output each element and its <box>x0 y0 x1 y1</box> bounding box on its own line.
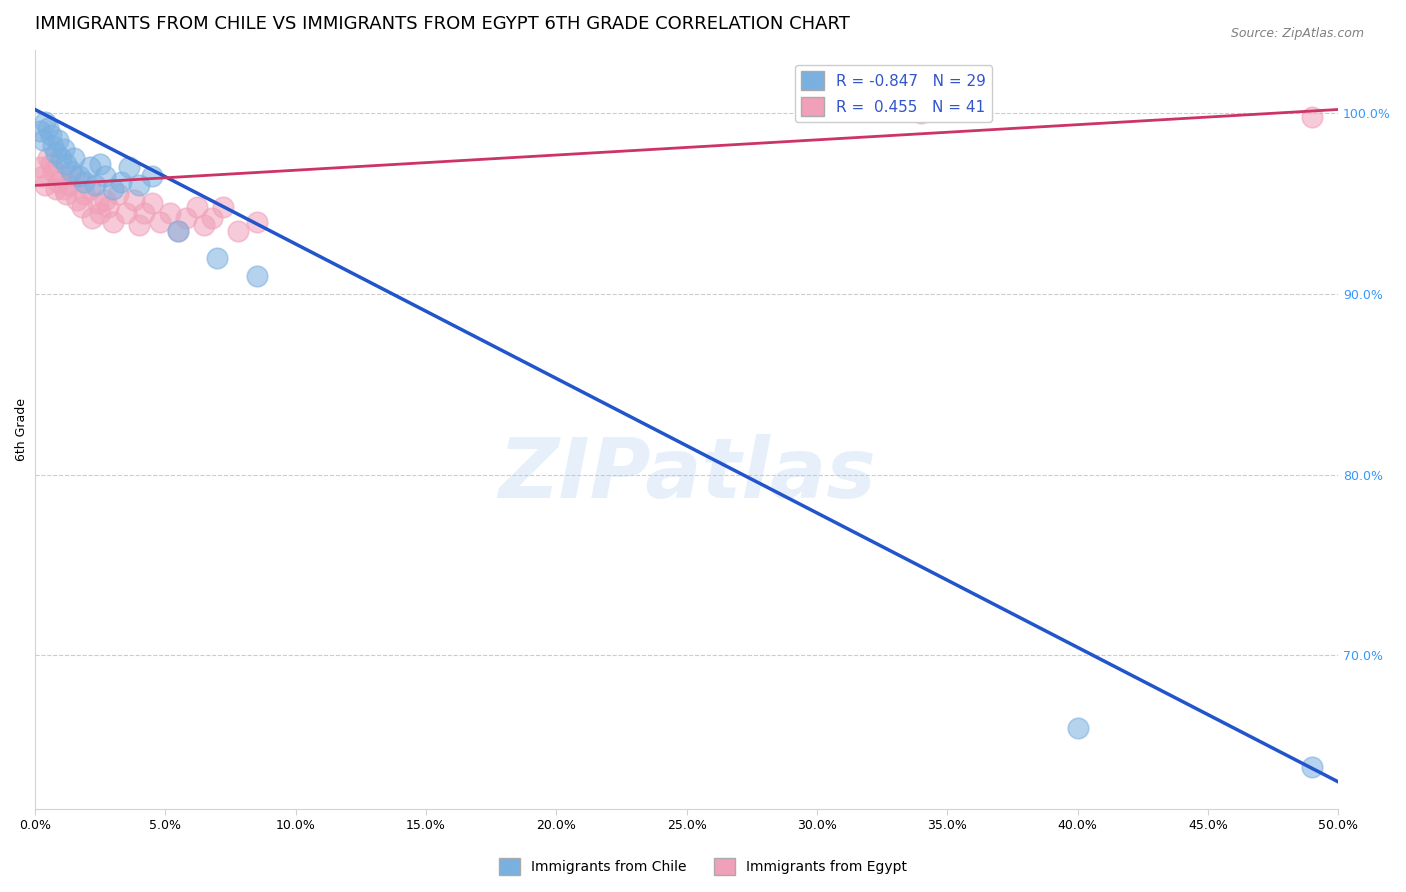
Point <box>67 169 90 184</box>
Point <box>63 151 86 165</box>
Point <box>1301 760 1323 774</box>
Point <box>141 196 163 211</box>
Point <box>55 187 77 202</box>
Point <box>159 205 181 219</box>
Point <box>42 138 65 153</box>
Point <box>226 224 249 238</box>
Point <box>79 182 101 196</box>
Point <box>37 151 59 165</box>
Point <box>48 175 70 189</box>
Point <box>186 200 208 214</box>
Point <box>86 196 108 211</box>
Point <box>128 218 150 232</box>
Point <box>245 268 267 283</box>
Point <box>45 145 67 160</box>
Legend: Immigrants from Chile, Immigrants from Egypt: Immigrants from Chile, Immigrants from E… <box>494 853 912 880</box>
Point <box>49 151 72 165</box>
Point <box>49 169 72 184</box>
Point <box>89 157 111 171</box>
Point <box>82 211 104 225</box>
Point <box>134 205 156 219</box>
Point <box>141 169 163 184</box>
Point <box>79 161 101 175</box>
Point <box>31 169 53 184</box>
Point <box>45 182 67 196</box>
Point <box>83 178 105 193</box>
Point <box>211 200 233 214</box>
Point <box>70 200 93 214</box>
Point <box>101 214 124 228</box>
Point <box>55 157 77 171</box>
Point <box>34 115 56 129</box>
Point <box>193 218 215 232</box>
Point <box>97 200 120 214</box>
Text: ZIPatlas: ZIPatlas <box>498 434 876 516</box>
Point <box>1066 721 1088 735</box>
Point <box>48 133 70 147</box>
Point <box>89 205 111 219</box>
Point <box>42 164 65 178</box>
Point <box>245 214 267 228</box>
Point <box>174 211 197 225</box>
Point <box>39 128 62 142</box>
Point <box>30 161 52 175</box>
Point <box>34 178 56 193</box>
Point <box>30 124 52 138</box>
Point <box>39 157 62 171</box>
Point <box>122 193 145 207</box>
Point <box>94 193 117 207</box>
Legend: R = -0.847   N = 29, R =  0.455   N = 41: R = -0.847 N = 29, R = 0.455 N = 41 <box>794 65 991 122</box>
Point <box>66 193 89 207</box>
Point <box>31 133 53 147</box>
Point <box>73 187 96 202</box>
Point <box>201 211 224 225</box>
Point <box>94 169 117 184</box>
Point <box>910 106 932 120</box>
Point <box>73 175 96 189</box>
Point <box>52 142 75 156</box>
Point <box>63 169 86 184</box>
Point <box>58 178 80 193</box>
Point <box>115 205 138 219</box>
Text: IMMIGRANTS FROM CHILE VS IMMIGRANTS FROM EGYPT 6TH GRADE CORRELATION CHART: IMMIGRANTS FROM CHILE VS IMMIGRANTS FROM… <box>35 15 849 33</box>
Y-axis label: 6th Grade: 6th Grade <box>15 398 28 461</box>
Text: Source: ZipAtlas.com: Source: ZipAtlas.com <box>1230 27 1364 40</box>
Point <box>1301 110 1323 124</box>
Point <box>101 182 124 196</box>
Point <box>128 178 150 193</box>
Point <box>107 187 129 202</box>
Point <box>110 175 132 189</box>
Point <box>52 182 75 196</box>
Point <box>60 164 83 178</box>
Point <box>207 251 229 265</box>
Point <box>167 224 190 238</box>
Point <box>118 161 141 175</box>
Point <box>149 214 172 228</box>
Point <box>37 120 59 135</box>
Point <box>167 224 190 238</box>
